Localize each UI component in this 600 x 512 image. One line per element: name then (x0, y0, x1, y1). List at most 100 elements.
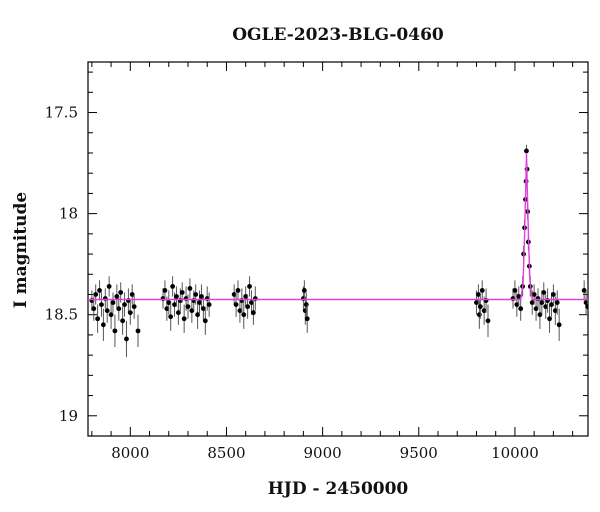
y-tick-label: 18 (59, 205, 78, 223)
data-point (250, 310, 256, 316)
data-point (116, 306, 122, 312)
data-point (481, 308, 487, 314)
chart-title: OGLE-2023-BLG-0460 (232, 25, 444, 45)
x-tick-label: 9500 (400, 444, 438, 462)
data-point (187, 286, 193, 291)
data-point (524, 148, 529, 154)
data-point (168, 314, 174, 320)
data-point (252, 296, 258, 301)
data-point (233, 302, 239, 307)
data-point (95, 316, 101, 322)
data-point (200, 306, 206, 312)
data-point (537, 312, 543, 318)
data-point (206, 302, 212, 307)
data-point (552, 308, 558, 314)
data-point (249, 300, 254, 305)
data-point (179, 290, 185, 295)
data-point (135, 328, 141, 334)
data-point (474, 300, 479, 305)
data-point (231, 292, 237, 297)
data-point (122, 302, 127, 307)
data-point (164, 306, 170, 312)
model-curve (88, 152, 588, 301)
data-point (516, 294, 522, 299)
data-point (97, 288, 102, 293)
data-point (529, 300, 535, 305)
data-point (550, 292, 556, 297)
data-points-group (88, 144, 588, 358)
data-point (475, 292, 481, 297)
data-point (106, 284, 112, 289)
data-point (93, 292, 99, 297)
data-point (581, 288, 587, 293)
data-point (199, 294, 204, 299)
data-point (166, 300, 172, 305)
data-point (303, 302, 309, 307)
data-point (514, 302, 520, 307)
data-point (549, 302, 554, 307)
plot-frame (87, 61, 589, 437)
data-point (554, 300, 560, 305)
data-point (535, 296, 541, 301)
y-tick-label: 17.5 (45, 104, 78, 122)
y-tick-label: 19 (59, 407, 78, 425)
data-point (476, 312, 482, 318)
data-point (512, 288, 518, 293)
data-point (189, 308, 195, 314)
data-point (181, 316, 187, 322)
y-tick-label: 18.5 (45, 306, 78, 324)
data-point (518, 306, 524, 312)
data-point (129, 292, 135, 297)
data-point (195, 312, 201, 318)
x-axis-label: HJD - 2450000 (268, 479, 409, 499)
data-point (533, 306, 539, 312)
data-point (539, 300, 545, 305)
data-point (114, 294, 120, 299)
data-point (174, 294, 179, 299)
data-point (197, 300, 202, 305)
data-point (583, 300, 588, 305)
x-tick-label: 8500 (207, 444, 245, 462)
data-point (531, 292, 537, 297)
data-point (202, 318, 208, 324)
data-point (99, 302, 104, 307)
data-point (104, 308, 110, 314)
data-point (108, 312, 114, 318)
data-point (301, 288, 307, 293)
data-point (91, 306, 97, 312)
data-point (118, 290, 124, 295)
data-point (485, 318, 491, 324)
data-point (547, 316, 552, 322)
data-point (162, 288, 168, 293)
data-point (235, 288, 241, 293)
data-point (175, 310, 181, 316)
data-point (237, 308, 243, 314)
data-point (193, 292, 199, 297)
data-point (245, 304, 251, 310)
data-point (112, 328, 118, 334)
data-point (170, 284, 176, 289)
x-tick-label: 10000 (491, 444, 539, 462)
data-point (124, 336, 129, 342)
data-point (241, 312, 247, 318)
y-axis-label: I magnitude (11, 192, 31, 309)
data-point (120, 318, 126, 324)
data-point (477, 304, 483, 310)
x-tick-label: 9000 (304, 444, 342, 462)
data-point (172, 302, 177, 307)
data-point (243, 294, 249, 299)
data-point (585, 304, 588, 310)
data-point (185, 304, 191, 310)
data-point (556, 322, 562, 328)
data-point (541, 290, 547, 295)
data-point (543, 304, 549, 310)
data-point (304, 316, 310, 322)
data-point (100, 322, 106, 328)
data-point (131, 304, 137, 310)
data-point (479, 288, 485, 293)
x-tick-label: 8000 (111, 444, 149, 462)
data-point (247, 284, 252, 289)
data-point (127, 310, 133, 316)
